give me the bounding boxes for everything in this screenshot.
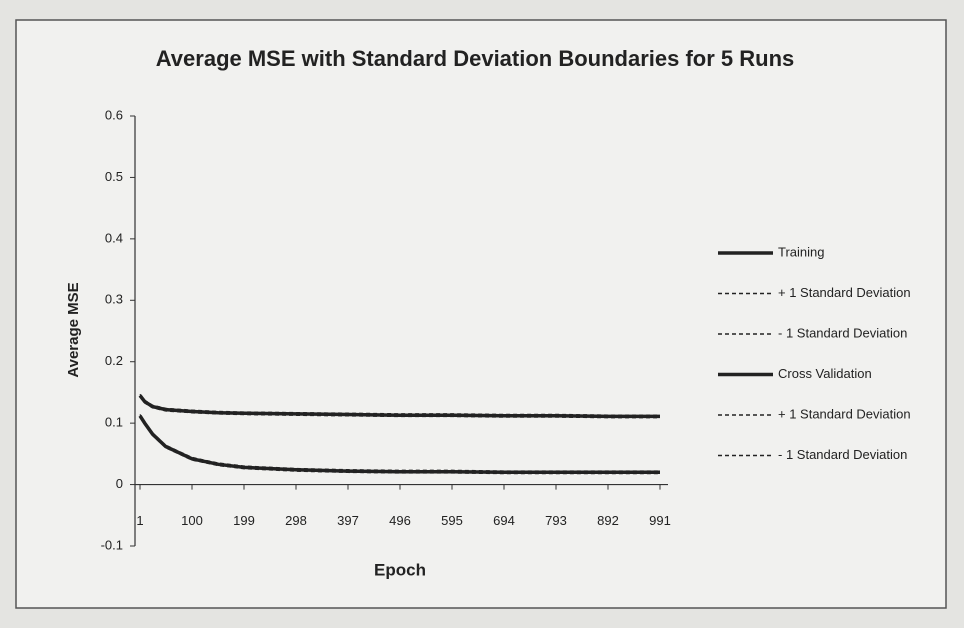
x-tick-label: 793: [545, 513, 567, 528]
legend-label: - 1 Standard Deviation: [778, 447, 907, 462]
x-tick-label: 298: [285, 513, 307, 528]
x-tick-label: 595: [441, 513, 463, 528]
series-line: [138, 414, 660, 475]
x-tick-label: 397: [337, 513, 359, 528]
x-tick-label: 694: [493, 513, 515, 528]
y-tick-label: 0.4: [105, 230, 123, 245]
legend-label: Cross Validation: [778, 366, 872, 381]
y-tick-label: 0.2: [105, 353, 123, 368]
y-tick-label: 0.5: [105, 169, 123, 184]
y-tick-label: 0.6: [105, 107, 123, 122]
x-tick-label: 991: [649, 513, 671, 528]
series-line: [138, 394, 660, 419]
legend-label: - 1 Standard Deviation: [778, 325, 907, 340]
y-tick-label: 0: [116, 476, 123, 491]
legend-label: Training: [778, 244, 824, 259]
y-axis-title: Average MSE: [65, 282, 82, 377]
chart-title: Average MSE with Standard Deviation Boun…: [156, 46, 795, 71]
y-tick-label: 0.1: [105, 415, 123, 430]
x-tick-label: 496: [389, 513, 411, 528]
x-tick-label: 1: [136, 513, 143, 528]
x-tick-label: 892: [597, 513, 619, 528]
series-line: [139, 393, 660, 416]
y-tick-label: -0.1: [101, 537, 123, 552]
series-line: [139, 396, 660, 419]
series-line: [139, 414, 660, 472]
x-tick-label: 100: [181, 513, 203, 528]
chart-frame: [15, 19, 947, 609]
y-tick-label: 0.3: [105, 292, 123, 307]
legend-label: + 1 Standard Deviation: [778, 406, 911, 421]
legend-label: + 1 Standard Deviation: [778, 285, 911, 300]
x-axis-title: Epoch: [374, 560, 426, 579]
x-tick-label: 199: [233, 513, 255, 528]
series-line: [139, 416, 660, 475]
